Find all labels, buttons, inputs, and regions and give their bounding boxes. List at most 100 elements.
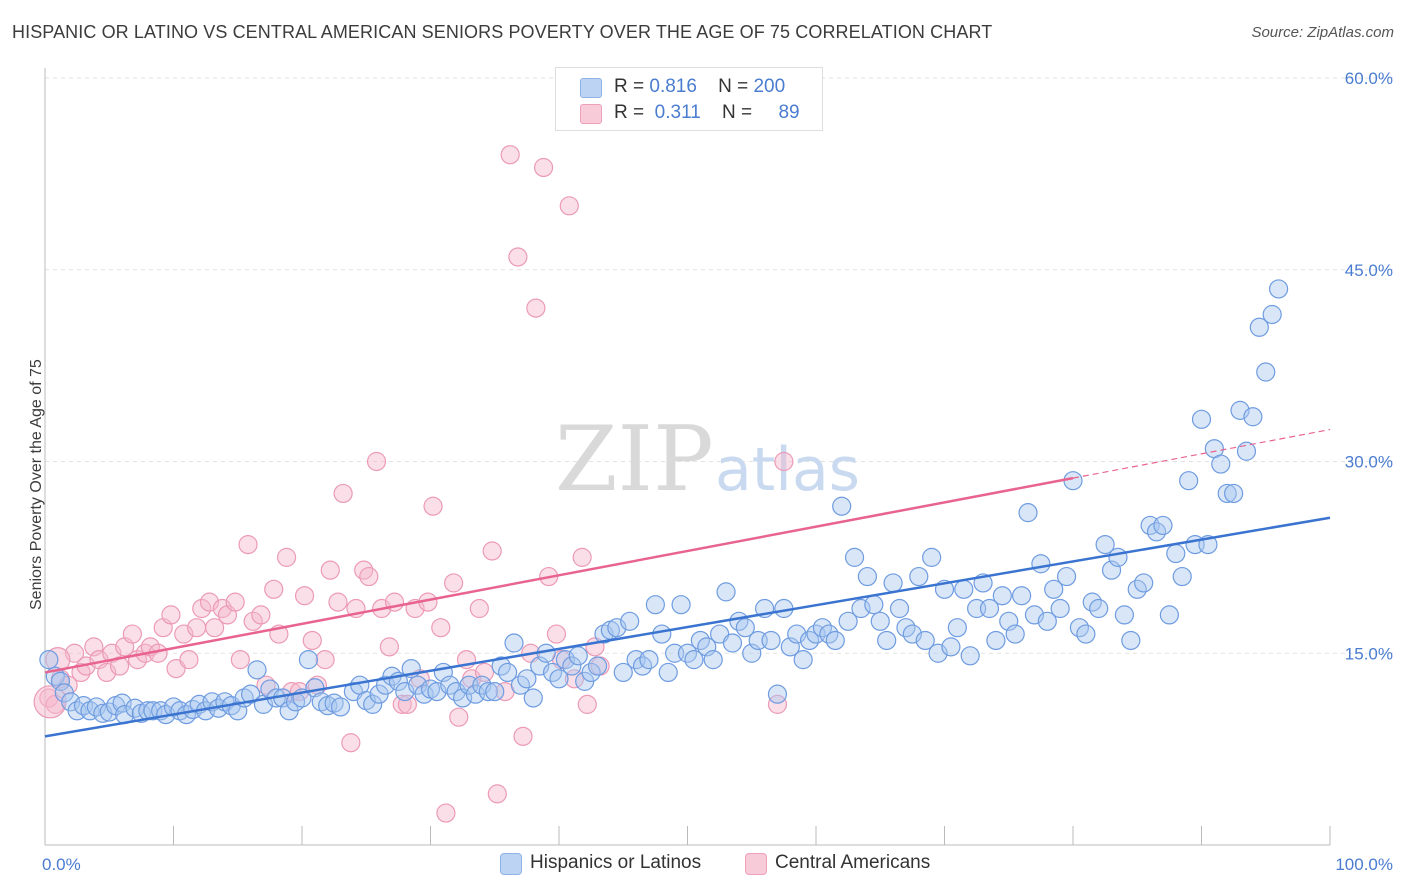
- data-point: [143, 701, 163, 721]
- data-point: [761, 630, 781, 651]
- data-point: [1095, 534, 1115, 555]
- data-point: [722, 633, 743, 653]
- data-point: [436, 803, 456, 823]
- data-point: [256, 675, 276, 695]
- data-point: [320, 560, 340, 580]
- data-point: [587, 656, 608, 676]
- data-point: [671, 595, 691, 615]
- data-point: [793, 650, 813, 670]
- data-point: [328, 592, 348, 612]
- data-point: [359, 566, 379, 587]
- data-point: [577, 694, 597, 714]
- data-point: [716, 582, 736, 602]
- data-point: [735, 618, 755, 638]
- data-point: [238, 534, 258, 555]
- data-point: [889, 598, 910, 619]
- trend-line-central-americans: [44, 476, 1074, 674]
- data-point: [354, 560, 374, 580]
- data-point: [992, 586, 1012, 606]
- x-tick-label: 0.0%: [42, 855, 81, 874]
- data-point: [1256, 362, 1276, 382]
- data-point: [1063, 471, 1083, 491]
- data-point: [50, 671, 71, 691]
- data-point: [915, 630, 935, 651]
- data-point: [1236, 441, 1257, 461]
- data-point: [330, 697, 351, 717]
- data-point: [1018, 503, 1038, 523]
- data-point: [1224, 483, 1244, 504]
- data-point: [84, 637, 104, 657]
- y-tick-label: 60.0%: [1345, 69, 1393, 88]
- data-point: [658, 662, 678, 683]
- data-point: [1121, 630, 1141, 651]
- gridlines: [45, 77, 1395, 654]
- data-point: [112, 693, 132, 713]
- data-point: [864, 595, 884, 615]
- legend-swatch-pink: [580, 104, 602, 124]
- data-point: [298, 650, 319, 670]
- data-point: [1159, 605, 1179, 625]
- data-point: [122, 624, 142, 644]
- data-point: [1191, 409, 1212, 429]
- data-point: [187, 618, 207, 638]
- x-tick-label: 100.0%: [1335, 855, 1393, 874]
- data-point: [523, 688, 543, 708]
- data-point: [431, 618, 451, 638]
- data-point: [161, 605, 181, 625]
- data-point: [444, 573, 464, 593]
- legend-n-value: 89: [778, 102, 800, 123]
- data-point: [941, 637, 961, 657]
- data-point: [546, 624, 567, 644]
- data-point: [500, 145, 520, 165]
- data-point: [526, 298, 546, 318]
- data-point: [645, 595, 665, 615]
- legend-r-label: R =: [614, 76, 645, 97]
- watermark: ZIP atlas: [555, 407, 860, 512]
- data-point: [192, 598, 212, 619]
- data-point: [243, 611, 263, 631]
- stats-legend: R = 0.816 N = 200 R = 0.311 N = 89: [555, 67, 823, 131]
- data-point: [883, 573, 903, 593]
- data-point: [1114, 605, 1135, 625]
- data-point: [294, 586, 315, 606]
- data-point: [568, 646, 588, 666]
- data-point: [71, 662, 91, 683]
- data-point: [562, 656, 582, 676]
- legend-r-value: 0.816: [649, 76, 697, 97]
- data-point: [1056, 566, 1077, 587]
- data-point: [1217, 483, 1237, 504]
- data-point: [559, 196, 579, 216]
- watermark-zip: ZIP: [555, 407, 714, 512]
- data-point: [549, 669, 569, 689]
- data-point: [179, 650, 199, 670]
- data-point: [315, 650, 335, 670]
- data-point: [241, 684, 261, 704]
- data-point: [39, 650, 59, 670]
- legend-n-label: N =: [721, 102, 753, 123]
- data-point: [1011, 586, 1032, 606]
- data-point: [572, 547, 592, 567]
- data-point: [1172, 566, 1192, 587]
- data-point: [652, 624, 672, 644]
- data-point: [774, 451, 794, 472]
- data-point: [1211, 454, 1231, 474]
- legend-r-label: R =: [614, 102, 645, 123]
- data-point: [366, 451, 387, 472]
- data-point: [363, 694, 383, 714]
- data-point: [767, 694, 788, 714]
- y-tick-labels: 15.0% 30.0% 45.0% 60.0%: [1345, 69, 1393, 663]
- legend-swatch-pink: [745, 853, 767, 875]
- data-point: [109, 656, 130, 676]
- data-point: [230, 650, 250, 670]
- data-point: [533, 157, 554, 178]
- x-tick-labels: 0.0% 100.0%: [42, 855, 1393, 874]
- data-point: [825, 630, 845, 651]
- data-point: [1005, 624, 1025, 644]
- data-point: [1037, 611, 1057, 631]
- data-point: [986, 630, 1006, 651]
- data-point: [449, 707, 469, 727]
- data-point: [469, 598, 489, 619]
- data-point: [1076, 624, 1096, 644]
- data-point: [498, 662, 518, 683]
